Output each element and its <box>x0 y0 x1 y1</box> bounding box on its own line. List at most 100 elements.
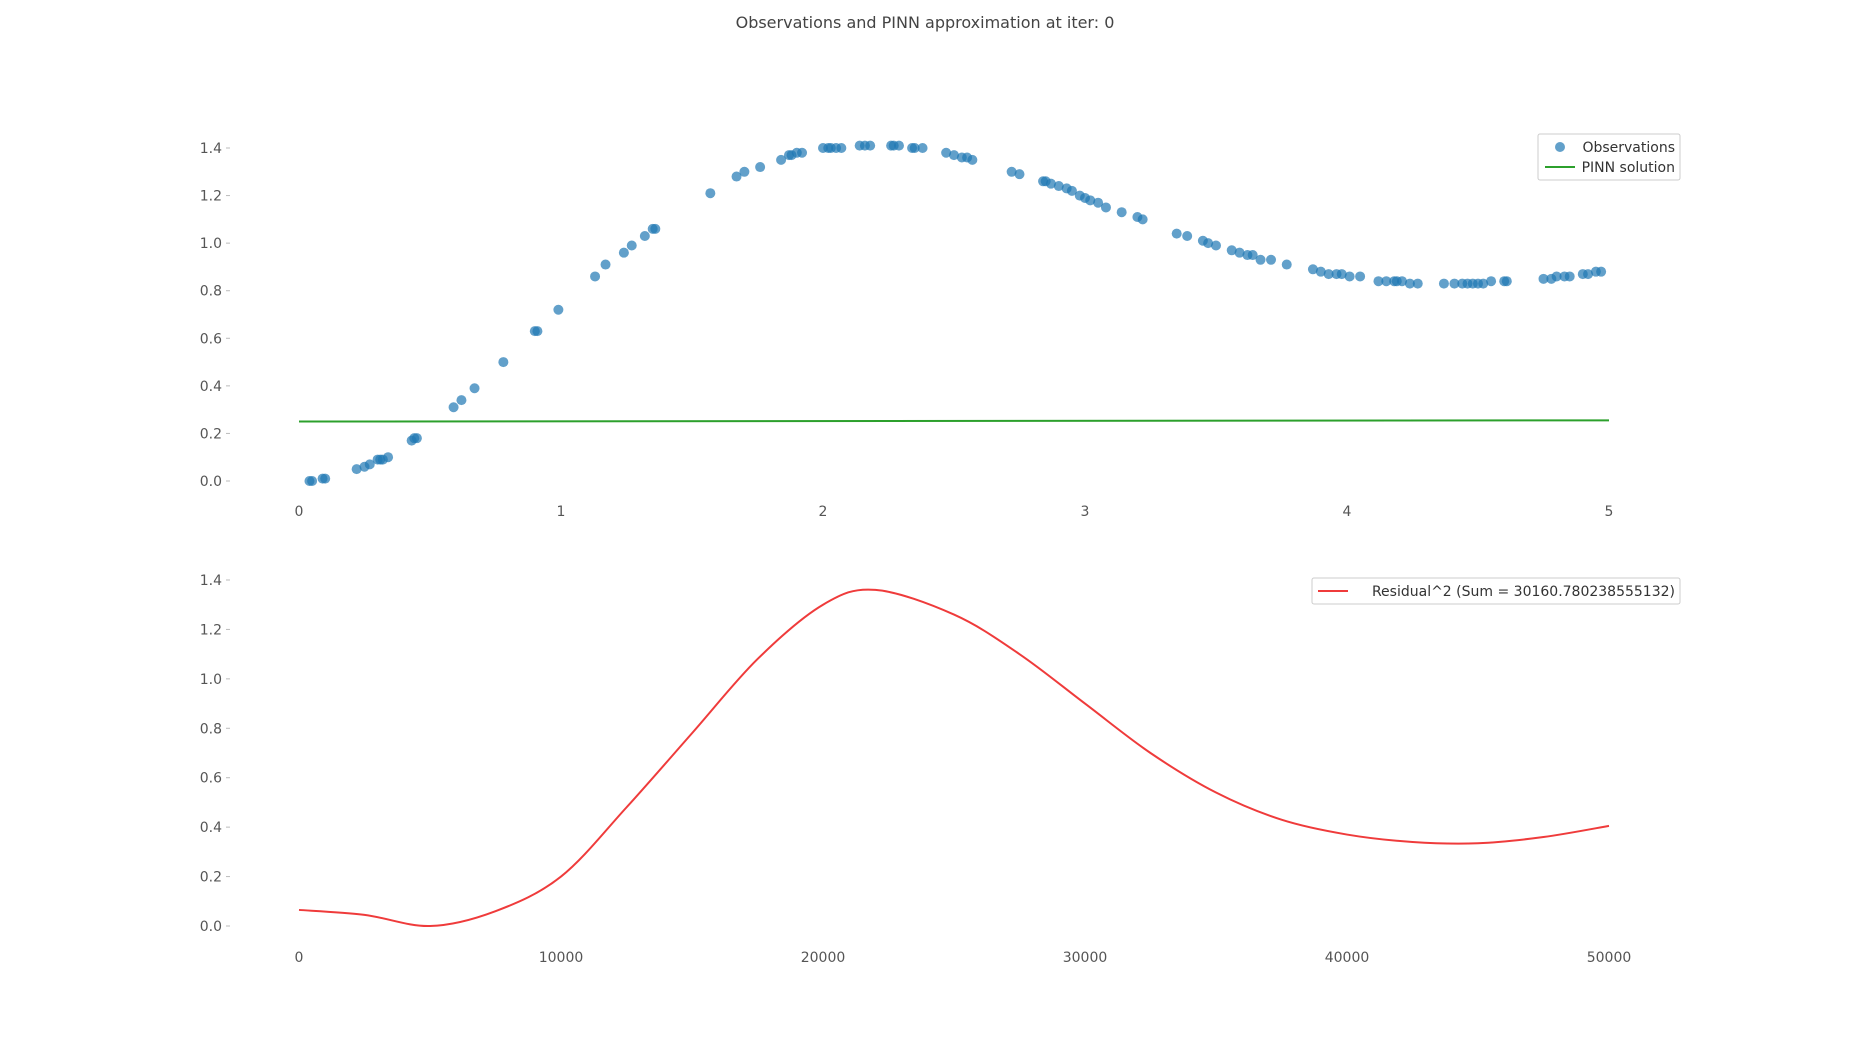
observation-point <box>967 154 978 165</box>
observation-point <box>1412 278 1423 289</box>
observation-point <box>498 357 509 368</box>
observation-point <box>865 140 876 151</box>
observation-point <box>1281 259 1292 270</box>
figure-title: Observations and PINN approximation at i… <box>736 13 1115 32</box>
observation-point <box>739 166 750 177</box>
observation-point <box>1014 169 1025 180</box>
observation-point <box>1307 264 1318 275</box>
observation-point <box>1116 207 1127 218</box>
observation-point <box>600 259 611 270</box>
observation-point <box>1255 254 1266 265</box>
observation-point <box>917 143 928 153</box>
y-tick-label: 0.4 <box>200 379 222 395</box>
x-tick-label: 50000 <box>1587 950 1632 966</box>
observation-point <box>1373 276 1384 287</box>
legend-pinn-label: PINN solution <box>1582 160 1675 176</box>
y-tick-label: 1.4 <box>200 141 222 157</box>
observation-point <box>1404 278 1415 289</box>
observation-point <box>411 433 422 444</box>
observation-point <box>1478 278 1489 289</box>
x-tick-label: 4 <box>1343 504 1352 520</box>
observation-point <box>1247 250 1258 261</box>
residual-chart: 0.0 0.2 0.4 0.6 0.8 1.0 1.2 1.4 0 10000 20000 30000… <box>200 573 1681 966</box>
observation-point <box>650 223 661 234</box>
y-tick-label: 0.4 <box>200 820 222 836</box>
observation-point <box>1203 238 1214 249</box>
observation-point <box>941 147 952 158</box>
observation-point <box>705 188 716 199</box>
legend-observations-marker <box>1555 142 1565 152</box>
observation-point <box>1596 266 1607 277</box>
legend: Residual^2 (Sum = 30160.780238555132) <box>1311 577 1681 605</box>
observation-point <box>1486 276 1497 287</box>
residual-line <box>298 588 1610 928</box>
observation-point <box>1355 271 1366 282</box>
observation-point <box>836 143 847 153</box>
observation-point <box>320 473 331 484</box>
observation-point <box>307 476 318 486</box>
legend: Observations PINN solution <box>1537 133 1681 181</box>
pinn-solution-line <box>298 419 1610 423</box>
y-tick-label: 1.0 <box>200 672 222 688</box>
observation-point <box>1137 214 1148 225</box>
observation-point <box>1564 271 1575 282</box>
observation-point <box>893 140 904 151</box>
observation-point <box>590 271 601 282</box>
observation-point <box>1438 278 1449 289</box>
observation-point <box>1381 276 1392 287</box>
observation-point <box>1211 240 1221 251</box>
observation-point <box>618 247 629 258</box>
x-tick-label: 40000 <box>1325 950 1370 966</box>
observation-point <box>1226 245 1237 256</box>
y-tick-label: 0.2 <box>200 426 222 442</box>
observation-point <box>1053 181 1064 192</box>
observation-point <box>456 395 467 406</box>
legend-residual-label: Residual^2 (Sum = 30160.780238555132) <box>1372 584 1675 600</box>
observation-point <box>364 459 375 470</box>
observation-point <box>1315 266 1326 277</box>
observation-point <box>639 231 650 242</box>
observation-point <box>1266 254 1277 265</box>
observation-point <box>1397 276 1408 287</box>
y-tick-label: 0.6 <box>200 771 222 787</box>
y-tick-label: 1.0 <box>200 236 222 252</box>
observation-point <box>532 326 543 337</box>
y-tick-label: 0.8 <box>200 721 222 737</box>
legend-box <box>1311 577 1681 605</box>
observation-point <box>1045 178 1056 189</box>
observation-point <box>776 154 787 165</box>
observation-point <box>383 452 394 463</box>
legend-box <box>1537 133 1681 181</box>
observation-point <box>351 464 362 475</box>
observation-point <box>1066 185 1077 196</box>
y-tick-label: 0.2 <box>200 870 222 886</box>
observation-point <box>1093 197 1104 208</box>
y-tick-label: 1.2 <box>200 622 222 638</box>
x-tick-label: 5 <box>1605 504 1614 520</box>
observation-point <box>469 383 480 394</box>
observation-point <box>626 240 637 251</box>
observation-point <box>1583 269 1594 280</box>
y-tick-label: 0.0 <box>200 919 222 935</box>
observation-point <box>1085 195 1096 206</box>
observation-point <box>1538 273 1549 284</box>
x-tick-label: 10000 <box>539 950 584 966</box>
observation-point <box>949 150 959 161</box>
observation-point <box>1449 278 1460 289</box>
x-tick-label: 0 <box>295 950 304 966</box>
y-tick-label: 0.8 <box>200 284 222 300</box>
observation-point <box>1501 276 1512 287</box>
observations-chart: 0.0 0.2 0.4 0.6 0.8 1.0 1.2 1.4 0 1 2 3 4 5 Observatio… <box>200 133 1681 520</box>
observation-point <box>797 147 808 158</box>
x-tick-label: 0 <box>295 504 304 520</box>
x-tick-label: 3 <box>1081 504 1090 520</box>
x-tick-label: 1 <box>557 504 566 520</box>
observation-point <box>1171 228 1182 239</box>
observation-point <box>731 171 742 182</box>
x-tick-label: 20000 <box>801 950 846 966</box>
legend-observations-label: Observations <box>1582 140 1675 156</box>
observation-point <box>1323 269 1334 280</box>
x-tick-label: 30000 <box>1063 950 1108 966</box>
y-tick-label: 1.2 <box>200 189 222 205</box>
y-tick-label: 0.6 <box>200 331 222 347</box>
